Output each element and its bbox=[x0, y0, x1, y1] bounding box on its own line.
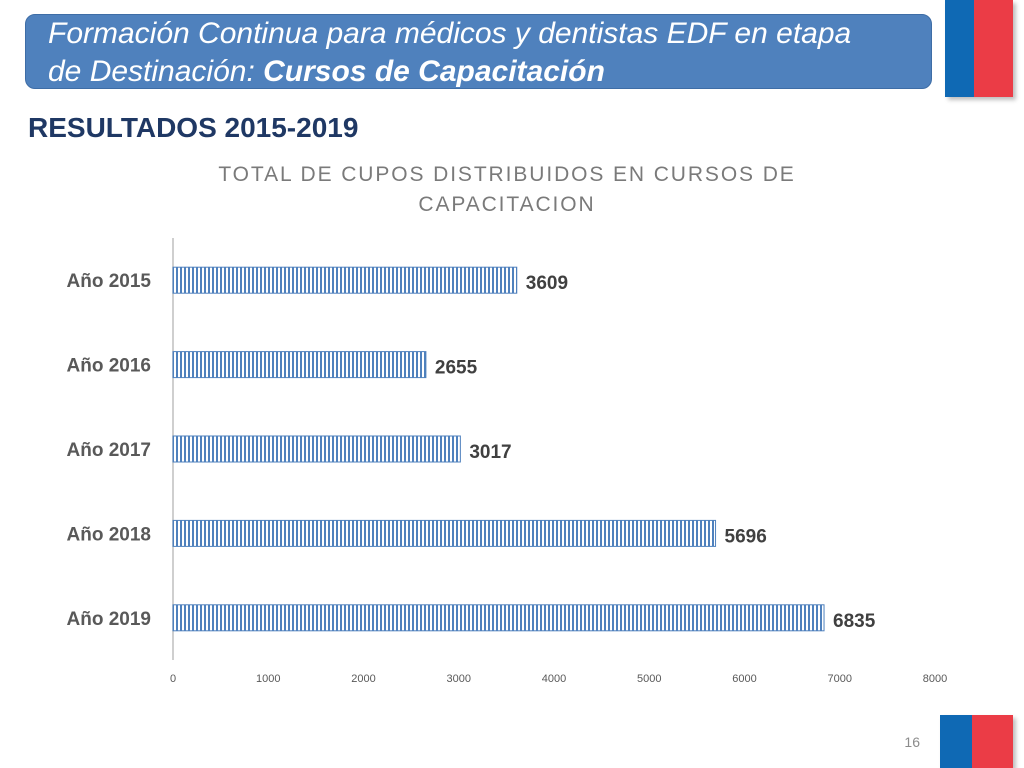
x-tick-label: 3000 bbox=[447, 673, 471, 685]
x-tick-label: 4000 bbox=[542, 673, 566, 685]
category-label-ano-2016: Año 2016 bbox=[67, 356, 151, 377]
x-tick-label: 1000 bbox=[256, 673, 280, 685]
x-tick-label: 8000 bbox=[923, 673, 947, 685]
value-label-ano-2018: 5696 bbox=[725, 526, 767, 547]
section-title: RESULTADOS 2015-2019 bbox=[28, 112, 359, 143]
header-title-bold: Cursos de Capacitación bbox=[263, 55, 605, 88]
category-label-ano-2019: Año 2019 bbox=[67, 609, 151, 630]
flag-stripe-red bbox=[972, 715, 1013, 768]
x-tick-label: 7000 bbox=[828, 673, 852, 685]
value-label-ano-2019: 6835 bbox=[833, 611, 876, 632]
value-label-ano-2016: 2655 bbox=[435, 358, 478, 379]
flag-stripe-blue bbox=[940, 715, 972, 768]
chart-bars bbox=[172, 266, 825, 632]
header-title-regular: de Destinación: bbox=[48, 55, 264, 88]
header-title-line-2: de Destinación: Cursos de Capacitación bbox=[48, 53, 931, 91]
bar-ano-2016 bbox=[172, 351, 427, 379]
value-label-ano-2017: 3017 bbox=[469, 442, 511, 463]
header-banner: Formación Continua para médicos y dentis… bbox=[25, 14, 932, 89]
bar-ano-2019 bbox=[172, 604, 825, 632]
category-label-ano-2017: Año 2017 bbox=[67, 440, 151, 461]
bar-ano-2017 bbox=[172, 435, 461, 463]
chart-title: TOTAL DE CUPOS DISTRIBUIDOS EN CURSOS DE… bbox=[218, 163, 796, 216]
bottom-flag-stripes bbox=[940, 715, 1013, 768]
x-tick-label: 2000 bbox=[351, 673, 375, 685]
bar-ano-2015 bbox=[172, 266, 518, 294]
x-tick-label: 5000 bbox=[637, 673, 661, 685]
flag-stripe-blue bbox=[945, 0, 974, 97]
top-flag-stripes bbox=[945, 0, 1013, 97]
value-label-ano-2015: 3609 bbox=[526, 273, 568, 294]
flag-stripe-red bbox=[974, 0, 1013, 97]
header-title-line-1: Formación Continua para médicos y dentis… bbox=[48, 17, 852, 50]
x-tick-label: 6000 bbox=[732, 673, 756, 685]
category-label-ano-2015: Año 2015 bbox=[67, 271, 152, 292]
bar-ano-2018 bbox=[172, 519, 717, 547]
bar-chart: 0 1000 2000 3000 4000 5000 6000 7000 8000 Año 201… bbox=[67, 238, 948, 685]
page-number: 16 bbox=[904, 734, 920, 750]
x-tick-label: 0 bbox=[170, 673, 176, 685]
category-label-ano-2018: Año 2018 bbox=[67, 524, 151, 545]
chart-labels: 0 1000 2000 3000 4000 5000 6000 7000 8000 Año 201… bbox=[67, 271, 948, 685]
